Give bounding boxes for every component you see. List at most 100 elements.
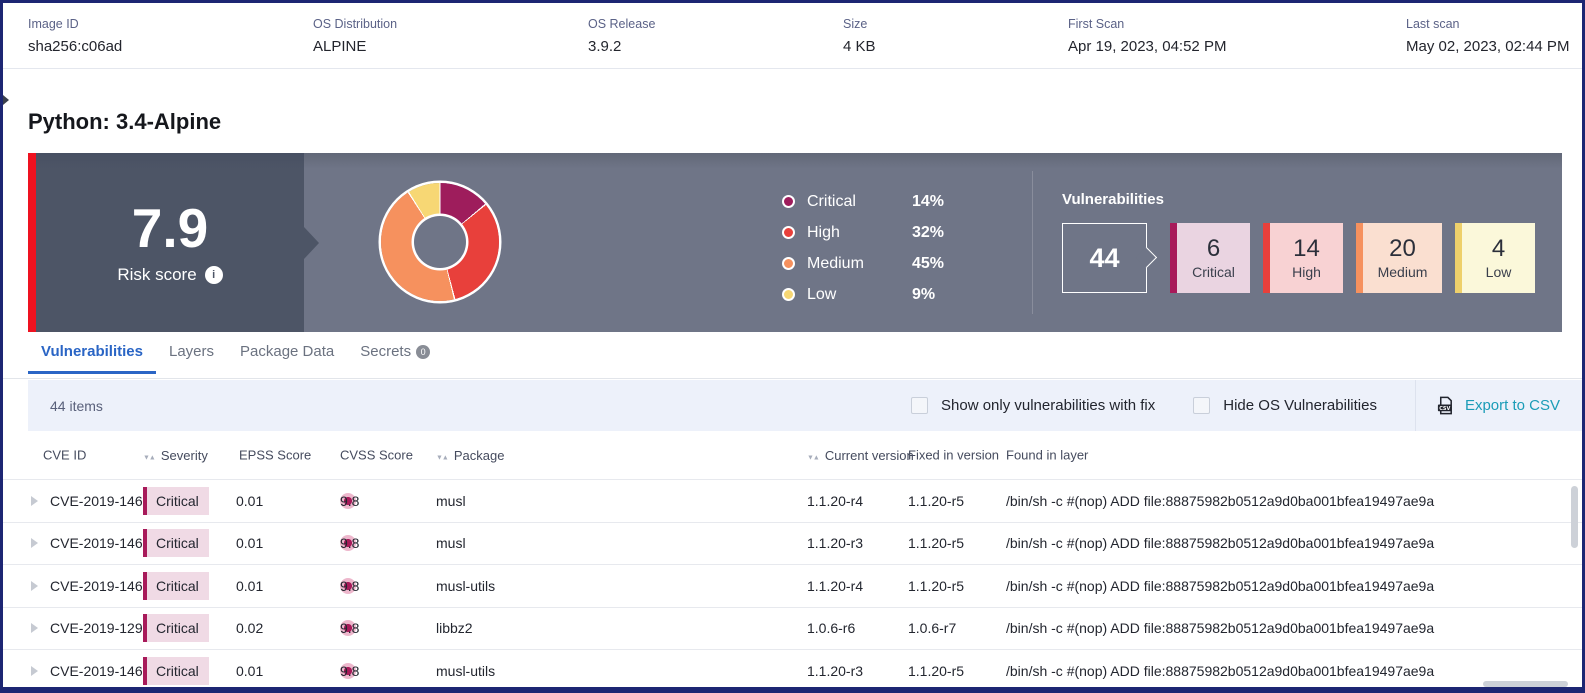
sort-icon[interactable]: ▼▲	[436, 454, 449, 462]
col-label: Severity	[160, 447, 208, 463]
critical-dot-icon	[782, 195, 795, 208]
low-count-card: 4 Low	[1455, 223, 1535, 293]
panel-collapse-arrow-icon[interactable]	[3, 95, 9, 105]
col-epss-score[interactable]: EPSS Score	[239, 447, 312, 463]
tab-vulnerabilities[interactable]: Vulnerabilities	[28, 343, 156, 374]
meta-os-distribution: OS Distribution ALPINE	[313, 17, 397, 55]
legend-item-medium: Medium 45%	[782, 248, 944, 279]
col-fixed-in-version[interactable]: Fixed in version	[908, 447, 1000, 463]
tab-layers[interactable]: Layers	[156, 343, 227, 374]
risk-banner: 7.9 Risk score i Critical 14% High 32%	[28, 153, 1562, 332]
cvss-score: 9.8	[340, 535, 360, 552]
horizontal-scrollbar[interactable]	[1483, 681, 1568, 687]
legend-label: Medium	[807, 254, 864, 272]
row-expander-icon[interactable]	[31, 495, 38, 506]
package-name: musl	[436, 492, 466, 509]
table-row[interactable]: CVE-2019-14697 Critical 0.01 9.8 musl 1.…	[3, 480, 1582, 523]
tab-secrets[interactable]: Secrets 0	[347, 343, 443, 374]
risk-score-label: Risk score	[117, 265, 197, 285]
meta-value: 4 KB	[843, 38, 876, 55]
sort-icon[interactable]: ▼▲	[143, 454, 156, 462]
found-in-layer: /bin/sh -c #(nop) ADD file:88875982b0512…	[1006, 577, 1435, 594]
cvss-score: 9.8	[340, 662, 360, 679]
current-version: 1.1.20-r4	[807, 577, 864, 594]
card-label: High	[1292, 264, 1321, 281]
cve-id: CVE-2019-14697	[50, 535, 159, 552]
filter-hide-os-vulns[interactable]: Hide OS Vulnerabilities	[1193, 397, 1377, 414]
col-package[interactable]: ▼▲ Package	[436, 448, 504, 463]
vertical-scrollbar[interactable]	[1571, 486, 1578, 548]
meta-label: OS Release	[588, 17, 656, 31]
tab-label: Package Data	[240, 343, 335, 360]
fixed-version: 1.1.20-r5	[908, 535, 965, 552]
severity-donut-chart	[381, 183, 499, 301]
row-expander-icon[interactable]	[31, 665, 38, 676]
col-found-in-layer[interactable]: Found in layer	[1006, 447, 1089, 463]
col-cvss-score[interactable]: CVSS Score	[340, 447, 413, 463]
col-cve-id[interactable]: CVE ID	[43, 447, 87, 463]
meta-last-scan: Last scan May 02, 2023, 02:44 PM	[1406, 17, 1569, 55]
card-label: Medium	[1377, 264, 1428, 281]
medium-dot-icon	[782, 257, 795, 270]
cve-id: CVE-2019-14697	[50, 577, 159, 594]
package-name: musl-utils	[436, 577, 496, 594]
col-current-version[interactable]: ▼▲ Current version	[807, 448, 914, 463]
row-expander-icon[interactable]	[31, 538, 38, 549]
cvss-dot-icon	[340, 535, 356, 552]
fixed-version: 1.0.6-r7	[908, 620, 957, 637]
legend-label: High	[807, 223, 840, 241]
meta-size: Size 4 KB	[843, 17, 876, 55]
cvss-dot-icon	[340, 492, 356, 509]
page-title: Python: 3.4-Alpine	[28, 109, 222, 134]
divider	[1414, 380, 1416, 431]
vulnerabilities-title: Vulnerabilities	[1062, 191, 1164, 208]
cvss-score: 9.8	[340, 492, 360, 509]
cvss-score: 9.8	[340, 620, 360, 637]
sort-icon[interactable]: ▼▲	[807, 454, 820, 462]
meta-value: ALPINE	[313, 38, 367, 55]
meta-first-scan: First Scan Apr 19, 2023, 04:52 PM	[1068, 17, 1226, 55]
meta-image-id: Image ID sha256:c06ad	[28, 17, 122, 55]
show-only-fix-checkbox[interactable]	[911, 397, 928, 414]
high-count-card: 14 High	[1263, 223, 1343, 293]
tab-package-data[interactable]: Package Data	[227, 343, 347, 374]
tab-label: Layers	[168, 343, 215, 360]
filter-show-only-fix[interactable]: Show only vulnerabilities with fix	[911, 397, 1155, 414]
table-row[interactable]: CVE-2019-14697 Critical 0.01 9.8 musl-ut…	[3, 565, 1582, 608]
table-row[interactable]: CVE-2019-14697 Critical 0.01 9.8 musl-ut…	[3, 650, 1582, 690]
table-row[interactable]: CVE-2019-14697 Critical 0.01 9.8 musl 1.…	[3, 522, 1582, 565]
card-label: Critical	[1192, 264, 1235, 281]
checkbox-label: Show only vulnerabilities with fix	[941, 397, 1156, 414]
checkbox-label: Hide OS Vulnerabilities	[1223, 397, 1377, 414]
cve-id: CVE-2019-14697	[50, 492, 159, 509]
export-to-csv-button[interactable]: CSV Export to CSV	[1436, 396, 1560, 415]
divider	[1032, 171, 1033, 314]
row-expander-icon[interactable]	[31, 623, 38, 634]
fixed-version: 1.1.20-r5	[908, 577, 965, 594]
table-header: CVE ID ▼▲ Severity EPSS Score CVSS Score …	[3, 431, 1582, 480]
cve-id: CVE-2019-14697	[50, 662, 159, 679]
current-version: 1.1.20-r4	[807, 492, 864, 509]
col-severity[interactable]: ▼▲ Severity	[143, 448, 208, 463]
info-icon[interactable]: i	[204, 266, 223, 285]
cvss-score: 9.8	[340, 577, 360, 594]
card-count: 14	[1293, 234, 1320, 262]
cvss-dot-icon	[340, 577, 356, 594]
vulnerability-table: CVE-2019-14697 Critical 0.01 9.8 musl 1.…	[3, 480, 1582, 690]
severity-badge: Critical	[143, 486, 209, 515]
epss-score: 0.01	[236, 535, 264, 552]
found-in-layer: /bin/sh -c #(nop) ADD file:88875982b0512…	[1006, 620, 1435, 637]
epss-score: 0.02	[236, 620, 264, 637]
risk-score-label-row: Risk score i	[117, 265, 223, 285]
found-in-layer: /bin/sh -c #(nop) ADD file:88875982b0512…	[1006, 535, 1435, 552]
tab-label: Vulnerabilities	[41, 343, 143, 360]
severity-chart-panel: Critical 14% High 32% Medium 45% Low 9%	[304, 153, 1562, 332]
row-expander-icon[interactable]	[31, 580, 38, 591]
cve-id: CVE-2019-12900	[50, 620, 159, 637]
total-count: 44	[1089, 242, 1120, 273]
critical-count-card: 6 Critical	[1170, 223, 1250, 293]
hide-os-vulns-checkbox[interactable]	[1193, 397, 1211, 414]
card-label: Low	[1485, 264, 1512, 281]
table-row[interactable]: CVE-2019-12900 Critical 0.02 9.8 libbz2 …	[3, 607, 1582, 650]
